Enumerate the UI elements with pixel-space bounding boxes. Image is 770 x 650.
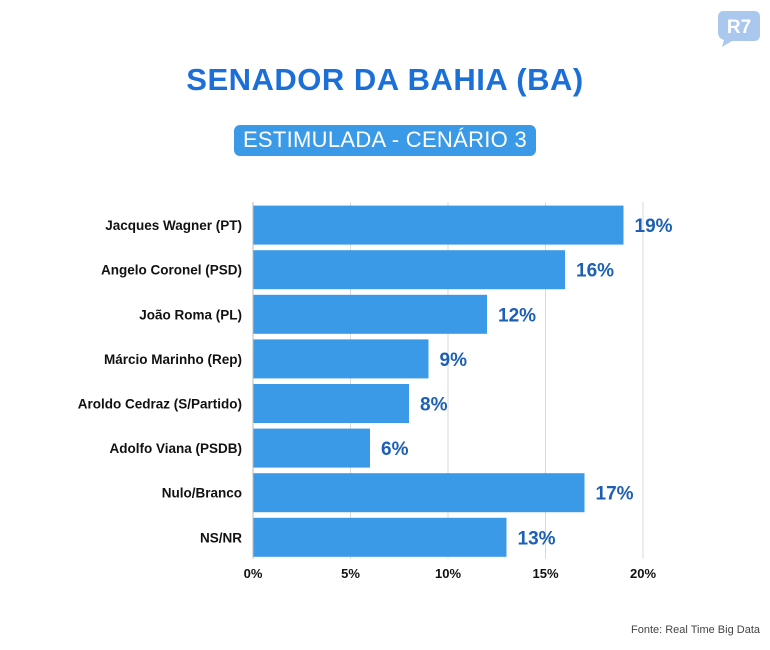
- category-label: NS/NR: [200, 530, 242, 545]
- x-tick-label: 5%: [341, 566, 360, 581]
- bar-chart: 0% 5% 10% 15% 20% Jacques Wagner (PT) 19% Angel…: [78, 202, 673, 581]
- value-label: 8%: [420, 395, 448, 416]
- value-label: 16%: [576, 261, 614, 282]
- bar: [253, 205, 624, 245]
- category-label: Adolfo Viana (PSDB): [109, 441, 242, 456]
- category-label: João Roma (PL): [139, 307, 242, 322]
- value-label: 6%: [381, 439, 409, 460]
- bar: [253, 517, 507, 557]
- chart-subtitle-badge: ESTIMULADA - CENÁRIO 3: [233, 125, 537, 156]
- bar: [253, 294, 487, 334]
- value-label: 19%: [635, 216, 673, 237]
- x-tick-label: 0%: [244, 566, 263, 581]
- category-label: Aroldo Cedraz (S/Partido): [78, 397, 242, 412]
- source-note: Fonte: Real Time Big Data: [630, 624, 760, 636]
- r7-logo: R7: [718, 11, 760, 47]
- x-tick-label: 20%: [630, 566, 656, 581]
- bar: [253, 384, 409, 423]
- value-label: 12%: [498, 305, 536, 326]
- chart-title: SENADOR DA BAHIA (BA): [186, 62, 584, 97]
- category-label: Nulo/Branco: [162, 486, 242, 501]
- x-tick-label: 10%: [435, 566, 461, 581]
- bar: [253, 473, 585, 513]
- category-label: Angelo Coronel (PSD): [101, 263, 242, 278]
- logo-badge-shape: [718, 11, 760, 47]
- category-label: Márcio Marinho (Rep): [104, 352, 242, 367]
- bar: [253, 428, 370, 468]
- x-tick-label: 15%: [532, 566, 558, 581]
- value-label: 9%: [440, 350, 468, 371]
- bar: [253, 339, 429, 379]
- value-label: 13%: [518, 528, 556, 549]
- bar: [253, 250, 565, 290]
- category-label: Jacques Wagner (PT): [105, 218, 242, 233]
- logo-text: R7: [727, 17, 751, 38]
- value-label: 17%: [596, 484, 634, 505]
